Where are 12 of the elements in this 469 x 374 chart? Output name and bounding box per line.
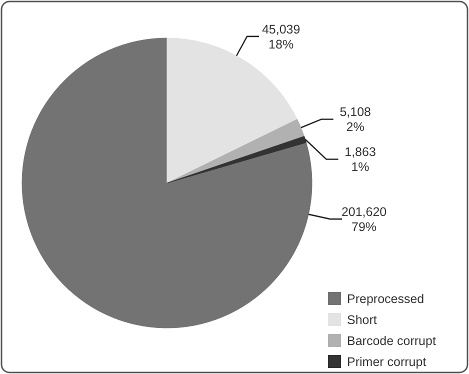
legend-label: Barcode corrupt xyxy=(347,334,436,348)
legend-label: Short xyxy=(347,313,378,327)
pie-slice xyxy=(22,38,312,328)
data-label: 201,620 79% xyxy=(341,205,387,234)
data-label: 1,863 1% xyxy=(344,145,376,174)
pie-slice xyxy=(166,136,307,184)
pie-slice xyxy=(166,38,298,184)
legend-label: Primer corrupt xyxy=(347,355,427,369)
legend-label: Preprocessed xyxy=(347,292,424,306)
data-label: 45,039 18% xyxy=(262,22,300,52)
data-label: 5,108 2% xyxy=(340,105,372,134)
pie-slice xyxy=(166,119,304,184)
